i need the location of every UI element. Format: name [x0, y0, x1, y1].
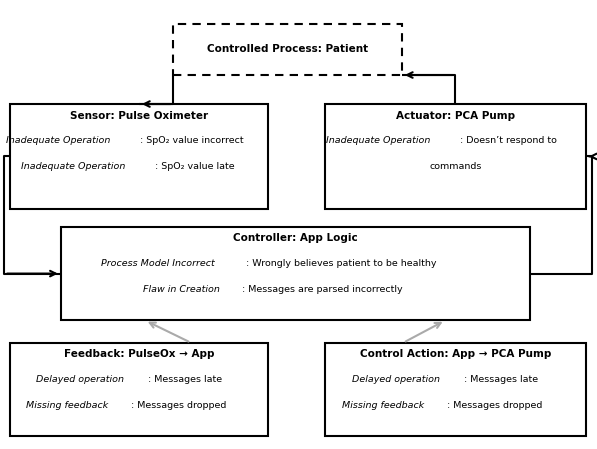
Text: Sensor: Pulse Oximeter: Sensor: Pulse Oximeter [70, 111, 208, 121]
FancyBboxPatch shape [10, 104, 269, 209]
FancyBboxPatch shape [325, 343, 586, 436]
Text: Process Model Incorrect: Process Model Incorrect [100, 259, 214, 268]
FancyBboxPatch shape [174, 24, 402, 75]
Text: : Messages dropped: : Messages dropped [447, 401, 543, 410]
Text: Missing feedback: Missing feedback [341, 401, 424, 410]
Text: Feedback: PulseOx → App: Feedback: PulseOx → App [64, 349, 215, 360]
FancyBboxPatch shape [10, 343, 269, 436]
Text: commands: commands [429, 162, 482, 171]
Text: Inadequate Operation: Inadequate Operation [6, 136, 110, 145]
Text: Controlled Process: Patient: Controlled Process: Patient [207, 44, 368, 54]
FancyBboxPatch shape [61, 227, 530, 321]
Text: : Messages are parsed incorrectly: : Messages are parsed incorrectly [242, 285, 402, 294]
FancyBboxPatch shape [325, 104, 586, 209]
Text: Actuator: PCA Pump: Actuator: PCA Pump [396, 111, 515, 121]
Text: : Messages late: : Messages late [149, 375, 223, 384]
Text: Inadequate Operation: Inadequate Operation [21, 162, 126, 171]
Text: Missing feedback: Missing feedback [26, 401, 108, 410]
Text: Flaw in Creation: Flaw in Creation [143, 285, 220, 294]
Text: Delayed operation: Delayed operation [352, 375, 439, 384]
Text: : Messages late: : Messages late [464, 375, 538, 384]
Text: : Messages dropped: : Messages dropped [131, 401, 226, 410]
Text: : Wrongly believes patient to be healthy: : Wrongly believes patient to be healthy [247, 259, 437, 268]
Text: Controller: App Logic: Controller: App Logic [233, 233, 358, 243]
Text: Delayed operation: Delayed operation [36, 375, 124, 384]
Text: : SpO₂ value incorrect: : SpO₂ value incorrect [140, 136, 244, 145]
Text: : Doesn’t respond to: : Doesn’t respond to [460, 136, 557, 145]
Text: Inadequate Operation: Inadequate Operation [327, 136, 431, 145]
Text: Control Action: App → PCA Pump: Control Action: App → PCA Pump [360, 349, 551, 360]
Text: : SpO₂ value late: : SpO₂ value late [155, 162, 235, 171]
